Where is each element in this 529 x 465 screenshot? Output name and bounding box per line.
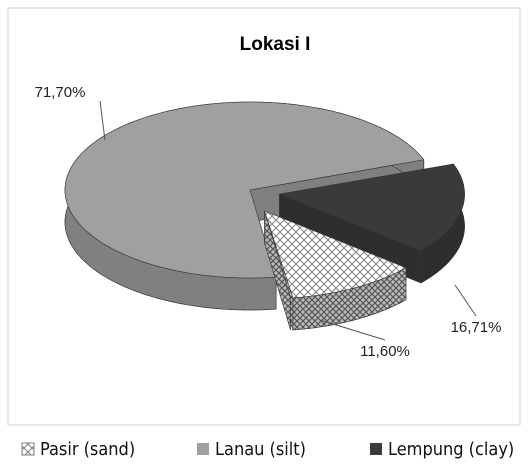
leader-line <box>319 319 386 341</box>
data-label: 16,71% <box>451 319 502 336</box>
legend-swatch <box>197 443 209 455</box>
legend-swatch <box>370 443 382 455</box>
data-label: 71,70% <box>35 84 86 101</box>
legend-label: Pasir (sand) <box>40 439 135 460</box>
slice <box>264 210 407 299</box>
leader-line <box>99 100 106 141</box>
legend-swatch <box>21 442 35 456</box>
chart-title: Lokasi I <box>240 34 311 55</box>
slice <box>64 101 425 279</box>
legend-label: Lempung (clay) <box>388 439 514 460</box>
slice-side <box>264 210 291 331</box>
data-label: 11,60% <box>360 343 410 360</box>
legend-label: Lanau (silt) <box>215 439 306 460</box>
leader-line <box>454 284 477 317</box>
slice <box>278 163 465 252</box>
